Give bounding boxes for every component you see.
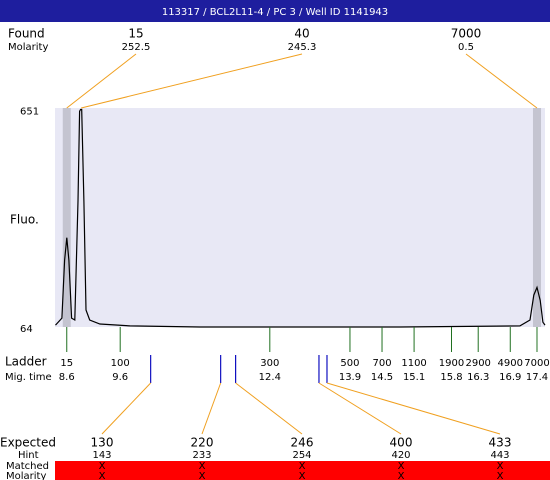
expected-connector <box>318 382 402 435</box>
ladder-size: 4900 <box>498 358 523 369</box>
found-connector <box>81 53 303 109</box>
mig-time: 8.6 <box>59 372 75 383</box>
mig-time: 16.3 <box>467 372 489 383</box>
mig-time: 12.4 <box>259 372 281 383</box>
found-connector <box>66 53 137 109</box>
ladder-label: Ladder <box>5 355 47 369</box>
matched: X <box>398 461 405 472</box>
hint-label: Hint <box>18 450 39 461</box>
expected-size: 220 <box>191 436 214 450</box>
molarity: X <box>299 471 306 480</box>
hint: 143 <box>92 450 111 461</box>
matched: X <box>497 461 504 472</box>
molarity: X <box>497 471 504 480</box>
ladder-size: 1100 <box>401 358 426 369</box>
hint: 233 <box>192 450 211 461</box>
mig-time: 14.5 <box>371 372 393 383</box>
y-tick-label: 64 <box>20 324 33 335</box>
trace <box>55 108 546 328</box>
mig-time: 9.6 <box>112 372 128 383</box>
found-size: 15 <box>128 27 143 41</box>
matched: X <box>99 461 106 472</box>
mig-time: 15.1 <box>403 372 425 383</box>
found-size: 40 <box>294 27 309 41</box>
plot-area <box>55 108 545 327</box>
found-molarity-label: Molarity <box>8 42 48 53</box>
ladder-size: 300 <box>260 358 279 369</box>
mig-time: 17.4 <box>526 372 548 383</box>
expected-connector <box>201 382 222 435</box>
molarity: X <box>99 471 106 480</box>
ladder-size: 100 <box>111 358 130 369</box>
marker-band <box>62 108 71 327</box>
hint: 254 <box>292 450 311 461</box>
expected-label: Expected <box>0 436 56 450</box>
expected-size: 246 <box>291 436 314 450</box>
title: 113317 / BCL2L11-4 / PC 3 / Well ID 1141… <box>162 7 388 18</box>
mig-time: 16.9 <box>499 372 521 383</box>
ladder-size: 500 <box>340 358 359 369</box>
ladder-size: 700 <box>372 358 391 369</box>
expected-size: 130 <box>91 436 114 450</box>
matched: X <box>299 461 306 472</box>
marker-band <box>532 108 541 327</box>
matched-label: Matched <box>6 461 49 472</box>
found-molarity: 252.5 <box>122 42 151 53</box>
found-molarity: 0.5 <box>458 42 474 53</box>
matched-bar <box>55 461 550 480</box>
found-size: 7000 <box>451 27 482 41</box>
molarity: X <box>199 471 206 480</box>
found-connector <box>465 53 538 109</box>
y-label: Fluo. <box>10 213 39 227</box>
molarity-label: Molarity <box>6 471 46 480</box>
ladder-size: 1900 <box>439 358 464 369</box>
title-bar <box>0 0 550 22</box>
expected-connector <box>326 382 501 435</box>
expected-connector <box>235 382 303 435</box>
expected-connector <box>101 382 152 435</box>
molarity: X <box>398 471 405 480</box>
mig-time: 13.9 <box>339 372 361 383</box>
found-label: Found <box>8 27 45 41</box>
hint: 420 <box>391 450 410 461</box>
y-tick-label: 651 <box>20 106 39 117</box>
hint: 443 <box>490 450 509 461</box>
expected-size: 400 <box>390 436 413 450</box>
ladder-size: 7000 <box>524 358 549 369</box>
mig-time: 15.8 <box>440 372 462 383</box>
ladder-size: 2900 <box>465 358 490 369</box>
expected-size: 433 <box>489 436 512 450</box>
ladder-size: 15 <box>60 358 73 369</box>
mig-time-label: Mig. time <box>5 372 52 383</box>
found-molarity: 245.3 <box>288 42 317 53</box>
matched: X <box>199 461 206 472</box>
